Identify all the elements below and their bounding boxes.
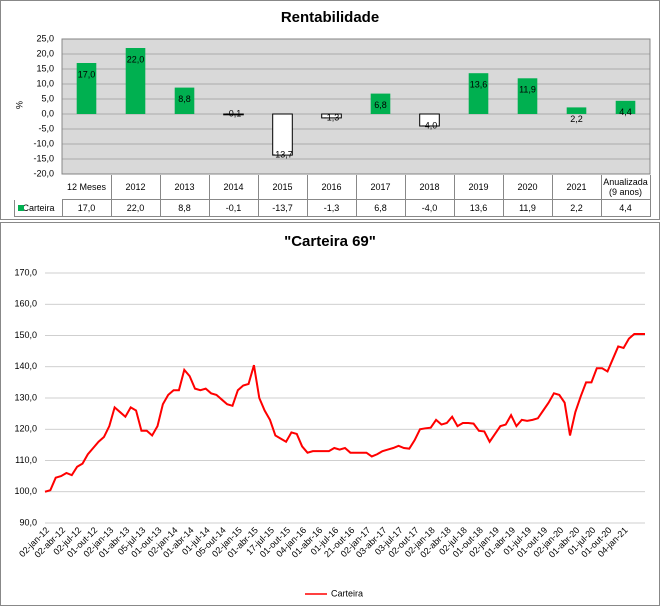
data-label: 2,2: [570, 114, 583, 124]
value-cell: 22,0: [111, 200, 161, 217]
y-tick-label: 110,0: [15, 455, 37, 465]
legend-swatch: [18, 205, 24, 211]
value-cell: 6,8: [356, 200, 406, 217]
data-label: -13,7: [272, 149, 293, 159]
value-cell: 11,9: [503, 200, 553, 217]
category-cell: 2012: [111, 175, 161, 200]
category-cell: 2020: [503, 175, 553, 200]
category-cell: 12 Meses: [62, 175, 112, 200]
category-cell: 2021: [552, 175, 602, 200]
value-cell: 17,0: [62, 200, 112, 217]
bar: [76, 63, 97, 114]
y-tick-label: 0,0: [41, 108, 54, 118]
bar: [174, 87, 195, 114]
category-cell: 2015: [258, 175, 308, 200]
y-tick-label: 150,0: [14, 330, 37, 340]
data-label: 4,4: [619, 107, 632, 117]
data-label: 11,9: [519, 85, 536, 95]
bar: [419, 113, 440, 127]
legend-cell: Carteira: [14, 200, 63, 217]
category-cell: 2013: [160, 175, 210, 200]
line-chart: "Carteira 69" 170,0 160,0 150,0 140,0 130,0 1…: [0, 222, 660, 606]
data-label: -0,1: [226, 109, 242, 119]
value-cell: 8,8: [160, 200, 210, 217]
data-label: 22,0: [127, 54, 145, 64]
y-tick-label: 130,0: [14, 392, 37, 402]
bar: [468, 73, 489, 114]
bar: [566, 107, 587, 114]
category-cell: 2017: [356, 175, 406, 200]
y-tick-label: 100,0: [14, 486, 37, 496]
category-cell: Anualizada (9 anos): [601, 175, 651, 200]
y-tick-label: 140,0: [14, 361, 37, 371]
y-tick-label: -15,0: [33, 153, 54, 163]
chart-title: Rentabilidade: [281, 9, 379, 26]
y-tick-label: 90,0: [19, 517, 37, 527]
y-axis-label: %: [14, 101, 24, 109]
y-tick-label: 160,0: [14, 299, 37, 309]
legend-label: Carteira: [331, 588, 363, 598]
y-tick-label: 120,0: [14, 424, 37, 434]
data-label: 6,8: [374, 100, 387, 110]
value-cell: -0,1: [209, 200, 259, 217]
data-label: -1,3: [324, 112, 340, 122]
plot-area: [61, 38, 651, 175]
bar: [615, 100, 636, 114]
y-tick-label: 15,0: [36, 63, 54, 73]
category-cell: 2016: [307, 175, 357, 200]
data-label: -4,0: [422, 120, 438, 130]
bar: [517, 78, 538, 114]
y-tick-label: -20,0: [33, 168, 54, 178]
line-series: [44, 332, 645, 493]
chart-title: "Carteira 69": [284, 233, 376, 250]
data-label: 8,8: [178, 94, 191, 104]
y-tick-label: 20,0: [36, 48, 54, 58]
y-tick-label: -10,0: [33, 138, 54, 148]
value-cell: -1,3: [307, 200, 357, 217]
value-cell: 13,6: [454, 200, 504, 217]
value-cell: -13,7: [258, 200, 308, 217]
bar: [223, 113, 244, 116]
value-cell: 4,4: [601, 200, 651, 217]
value-cell: -4,0: [405, 200, 455, 217]
category-cell: 2018: [405, 175, 455, 200]
bar-chart: Rentabilidade % 25,0 20,0 15,0 10,0 5,0 0,0 -5…: [0, 0, 660, 220]
value-cell: 2,2: [552, 200, 602, 217]
category-cell: 2014: [209, 175, 259, 200]
y-tick-label: 10,0: [36, 78, 54, 88]
y-tick-label: 25,0: [36, 33, 54, 43]
y-tick-label: 170,0: [14, 267, 37, 277]
y-tick-label: 5,0: [41, 93, 54, 103]
bar: [370, 93, 391, 114]
bar: [321, 113, 342, 119]
category-cell: 2019: [454, 175, 504, 200]
data-label: 17,0: [78, 69, 96, 79]
bar: [272, 113, 293, 156]
chart-frame: [0, 222, 660, 606]
y-tick-label: -5,0: [38, 123, 54, 133]
data-label: 13,6: [470, 80, 488, 90]
bar: [125, 48, 146, 114]
